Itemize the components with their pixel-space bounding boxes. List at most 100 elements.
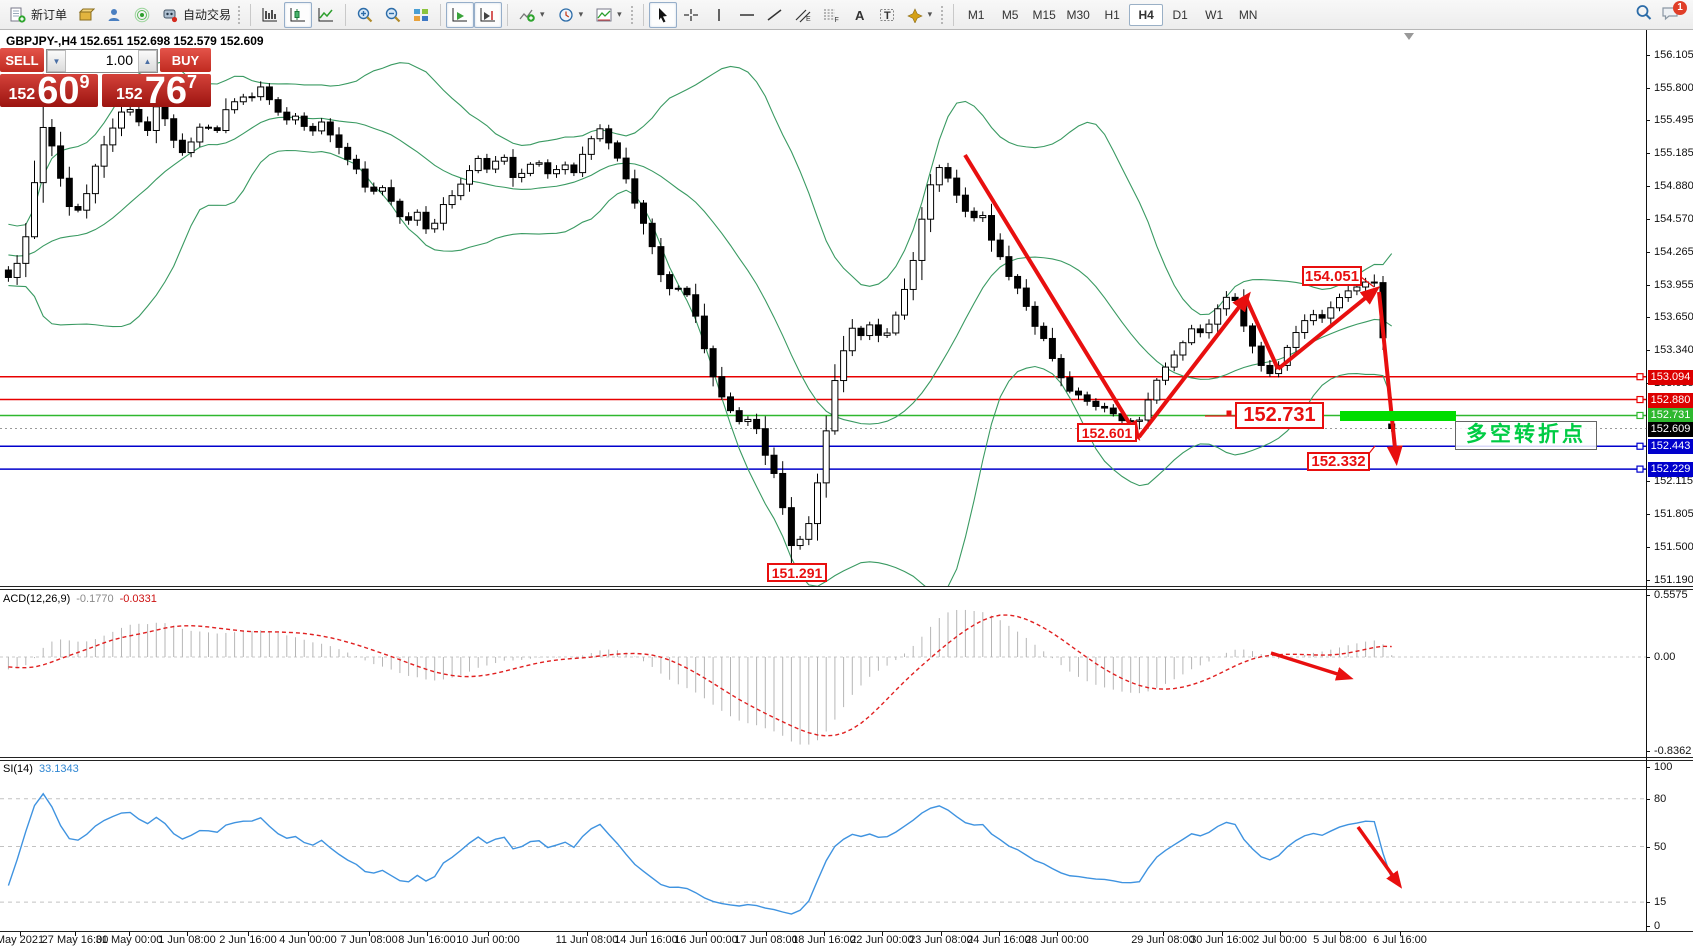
autotrading-button[interactable]: 自动交易 [156,2,236,28]
rsi-tick-label: 80 [1654,793,1667,805]
timeframe-m5[interactable]: M5 [1001,7,1019,22]
search-icon[interactable] [1635,4,1653,25]
svg-text:E: E [806,16,811,23]
cross-icon [682,7,700,23]
history-center-button[interactable] [72,2,100,28]
volume-stepper: ▼ 1.00 ▲ [46,49,158,73]
time-tick-mark [187,932,188,936]
candle-icon [289,7,307,23]
rsi-tick-label: 15 [1654,896,1667,908]
timeframe-h4[interactable]: H4 [1129,3,1164,26]
rsi-indicator-label: SI(14) 33.1343 [3,763,79,775]
annotation-price-label[interactable]: 152.601 [1077,423,1137,442]
zoom-out-button[interactable] [379,2,407,28]
timeframe-h1[interactable]: H1 [1104,7,1120,22]
rsi-panel-canvas[interactable] [0,760,1646,931]
toolbar-grip[interactable] [629,4,635,25]
toolbar-grip[interactable] [237,4,243,25]
navigator-button[interactable] [100,2,128,28]
price-tag-152.880: 152.880 [1648,393,1693,408]
time-tick-label: 24 Jun 16:00 [967,934,1031,946]
text-button[interactable]: A [845,2,873,28]
price-tick-mark [1646,514,1650,515]
annotation-price-label[interactable]: 152.731 [1235,402,1324,429]
annotation-price-label[interactable]: 151.291 [767,563,827,582]
fibonacci-button[interactable]: F [817,2,845,28]
hline-icon [738,7,756,23]
price-tick-mark [1646,219,1650,220]
timeframe-w1[interactable]: W1 [1205,7,1224,22]
svg-text:T: T [884,10,891,22]
sell-button[interactable]: SELL [0,48,44,72]
indicators-button[interactable]: ▾ [513,2,552,28]
auto-scroll-button[interactable] [446,1,475,28]
sell-price-box[interactable]: 152 60 9 [0,72,98,110]
vertical-line-button[interactable] [705,2,733,28]
main-macd-separator[interactable] [0,586,1693,587]
volume-down-button[interactable]: ▼ [47,50,66,72]
annotation-price-label[interactable]: 154.051 [1302,266,1362,286]
trendline-button[interactable] [761,2,789,28]
price-tag-152.731: 152.731 [1648,408,1693,423]
signals-button[interactable] [128,2,156,28]
time-tick-label: May 2021 [0,934,45,946]
time-tick-label: 22 Jun 00:00 [850,934,914,946]
price-chart-canvas[interactable] [0,30,1646,586]
time-tick-mark [129,932,130,936]
toolbar-group: ▾ ▾ ▾ [513,1,629,29]
annotation-price-label[interactable]: 152.332 [1307,452,1370,471]
svg-text:F: F [834,17,838,23]
notification-badge: 1 [1673,0,1687,15]
textT-icon: T [878,7,896,23]
rsi-tick-mark [1646,767,1650,768]
tiles-icon [412,7,430,23]
templates-button[interactable]: ▾ [590,2,629,28]
dropdown-caret-icon[interactable]: ▾ [540,9,545,19]
cursor-button[interactable] [648,1,677,28]
time-tick-mark [646,932,647,936]
time-tick-label: 29 Jun 08:00 [1131,934,1195,946]
toolbar-group [446,1,503,29]
channel-icon: E [794,7,812,23]
zoom-in-button[interactable] [351,2,379,28]
note-label[interactable]: 多空转折点 [1455,421,1597,450]
line-chart-button[interactable] [312,2,340,28]
chart-shift-button[interactable] [474,1,503,28]
periods-button[interactable]: ▾ [552,2,591,28]
timeframe-m30[interactable]: M30 [1066,7,1090,22]
bar-chart-button[interactable] [256,2,284,28]
new-order-button-label: 新订单 [31,8,68,22]
dropdown-caret-icon[interactable]: ▾ [927,9,933,19]
horizontal-line-button[interactable] [733,2,761,28]
time-tick-mark [766,932,767,936]
volume-up-button[interactable]: ▲ [138,50,157,72]
buy-button[interactable]: BUY [160,48,211,72]
toolbar-grip[interactable] [940,4,946,25]
svg-text:A: A [855,8,865,23]
timeframe-mn[interactable]: MN [1238,7,1258,22]
volume-input[interactable]: 1.00 [105,52,133,68]
macd-panel-canvas[interactable] [0,590,1646,757]
candlestick-chart-button[interactable] [284,1,313,28]
autoscroll-icon [451,7,469,23]
timeframe-d1[interactable]: D1 [1172,7,1188,22]
tile-windows-button[interactable] [407,2,435,28]
dropdown-caret-icon[interactable]: ▾ [617,9,622,19]
crosshair-button[interactable] [677,2,705,28]
timeframe-m15[interactable]: M15 [1032,7,1056,22]
tpl-icon [595,7,613,23]
new-order-button[interactable]: 新订单 [4,2,72,28]
rsi-tick-mark [1646,902,1650,903]
time-tick-label: 11 Jun 08:00 [555,934,619,946]
arrows-button[interactable]: ▾ [901,2,940,28]
channel-button[interactable]: E [789,2,817,28]
dropdown-caret-icon[interactable]: ▾ [578,9,584,19]
text-label-button[interactable]: T [873,2,901,28]
price-tick-label: 155.800 [1654,82,1693,94]
price-tick-mark [1646,55,1650,56]
indp-icon [518,7,536,23]
buy-price-box[interactable]: 152 76 7 [102,72,211,110]
timeframe-m1[interactable]: M1 [967,7,985,22]
macd-rsi-separator[interactable] [0,757,1693,758]
notifications-icon[interactable]: 1 [1661,0,1687,25]
